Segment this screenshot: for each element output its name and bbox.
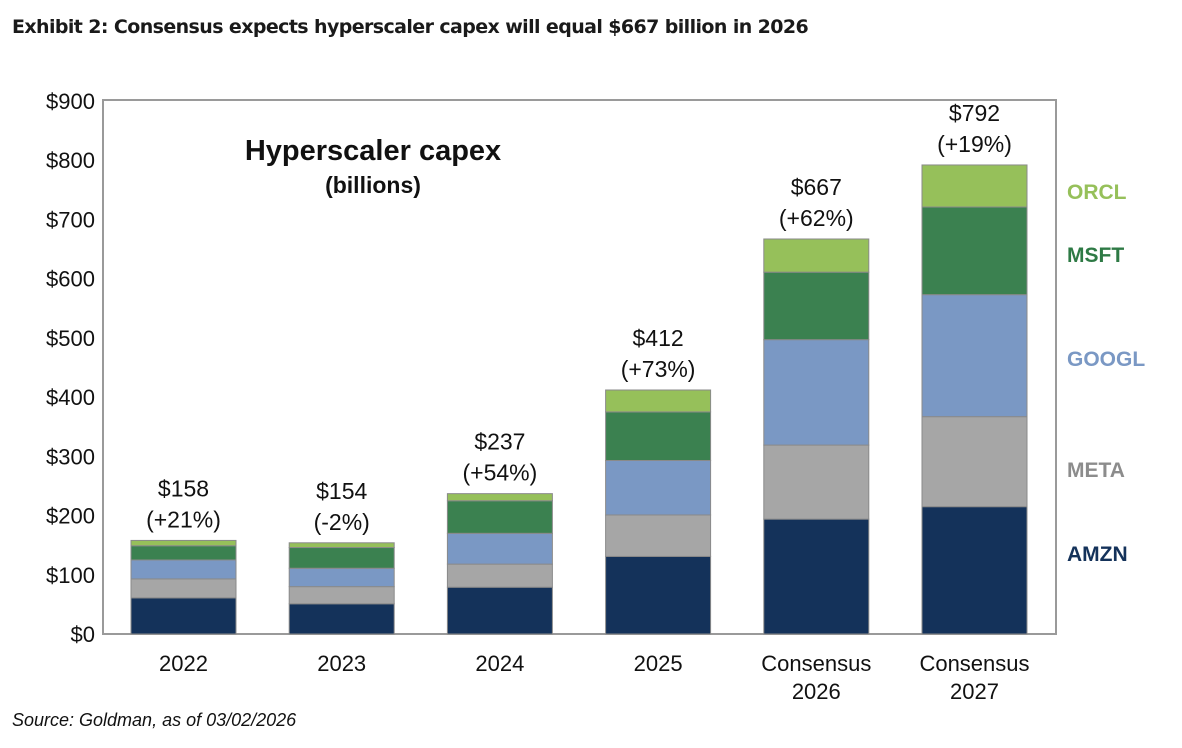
bar-segment-msft <box>763 271 870 341</box>
bar-stack <box>288 542 395 635</box>
bar-total-label: $792 <box>949 100 1000 126</box>
x-tick-label: 2027 <box>950 679 999 704</box>
bar-stack <box>763 238 870 635</box>
bar-segment-orcl <box>130 539 237 547</box>
x-tick-label: 2026 <box>792 679 841 704</box>
bar-segment-googl <box>446 532 553 565</box>
bar-segment-orcl <box>763 238 870 273</box>
bar-segment-googl <box>921 294 1028 418</box>
bar-segment-meta <box>130 578 237 599</box>
bar-segment-amzn <box>921 506 1028 635</box>
bar-total-label: $158 <box>158 475 209 501</box>
bar-segment-meta <box>605 514 712 557</box>
legend: AMZN META GOOGL MSFT ORCL <box>1067 181 1145 566</box>
bar-segment-msft <box>605 411 712 461</box>
bar-segment-meta <box>288 586 395 605</box>
x-tick-label: Consensus <box>761 651 871 676</box>
y-tick-label: $800 <box>46 148 95 173</box>
bar-segment-amzn <box>130 597 237 635</box>
bar-growth-label: (-2%) <box>314 509 370 535</box>
bar-growth-label: (+62%) <box>779 205 854 231</box>
bar-segment-googl <box>130 559 237 580</box>
bar-segment-meta <box>446 563 553 588</box>
bar-segment-amzn <box>288 603 395 635</box>
bar-segment-amzn <box>605 555 712 635</box>
bar-segment-googl <box>605 459 712 516</box>
bar-segment-googl <box>288 567 395 588</box>
y-tick-label: $400 <box>46 385 95 410</box>
exhibit-title: Exhibit 2: Consensus expects hyperscaler… <box>12 16 809 38</box>
bars-group <box>130 164 1028 635</box>
x-tick-label: 2024 <box>475 651 524 676</box>
bar-segment-amzn <box>763 518 870 635</box>
bar-segment-amzn <box>446 586 553 635</box>
bar-segment-meta <box>921 416 1028 508</box>
bar-total-label: $237 <box>474 429 525 455</box>
legend-item-meta: META <box>1067 459 1125 482</box>
x-tick-label: Consensus <box>919 651 1029 676</box>
bar-growth-label: (+54%) <box>463 460 538 486</box>
bar-segment-msft <box>446 500 553 534</box>
plot-area-border <box>102 99 1057 635</box>
bar-segment-orcl <box>446 493 553 502</box>
bar-stack <box>446 493 553 635</box>
bar-segment-orcl <box>921 164 1028 208</box>
y-tick-label: $900 <box>46 89 95 114</box>
bar-segment-msft <box>921 206 1028 296</box>
bar-growth-label: (+73%) <box>621 356 696 382</box>
bar-segment-meta <box>763 444 870 520</box>
y-tick-label: $600 <box>46 267 95 292</box>
legend-item-orcl: ORCL <box>1067 181 1127 204</box>
source-note: Source: Goldman, as of 03/02/2026 <box>12 710 297 730</box>
x-tick-label: 2023 <box>317 651 366 676</box>
legend-item-msft: MSFT <box>1067 244 1124 267</box>
bar-segment-msft <box>130 545 237 561</box>
bar-segment-googl <box>763 339 870 446</box>
y-tick-label: $200 <box>46 504 95 529</box>
bar-growth-label: (+19%) <box>937 131 1012 157</box>
y-axis: $0 $100 $200 $300 $400 $500 $600 $700 $800 $900 <box>46 89 95 647</box>
bar-total-label: $154 <box>316 478 367 504</box>
bar-segment-orcl <box>288 542 395 549</box>
x-tick-label: 2022 <box>159 651 208 676</box>
chart-title: Hyperscaler capex <box>245 135 501 167</box>
bar-total-labels: $158 (+21%) $154 (-2%) $237 (+54%) $412 (+73%) $… <box>146 100 1012 535</box>
bar-growth-label: (+21%) <box>146 506 221 532</box>
x-tick-label: 2025 <box>634 651 683 676</box>
legend-item-amzn: AMZN <box>1067 543 1128 566</box>
bar-stack <box>130 539 237 635</box>
y-tick-label: $300 <box>46 444 95 469</box>
x-axis: 2022 2023 2024 2025 Consensus 2026 Consensus 20… <box>159 651 1030 704</box>
legend-item-googl: GOOGL <box>1067 348 1145 371</box>
bar-total-label: $412 <box>633 325 684 351</box>
y-tick-label: $100 <box>46 563 95 588</box>
chart-subtitle: (billions) <box>325 172 421 198</box>
bar-stack <box>605 389 712 635</box>
bar-stack <box>921 164 1028 635</box>
bar-segment-orcl <box>605 389 712 413</box>
y-tick-label: $700 <box>46 207 95 232</box>
bar-segment-msft <box>288 547 395 569</box>
y-tick-label: $500 <box>46 326 95 351</box>
bar-total-label: $667 <box>791 174 842 200</box>
y-tick-label: $0 <box>71 622 95 647</box>
